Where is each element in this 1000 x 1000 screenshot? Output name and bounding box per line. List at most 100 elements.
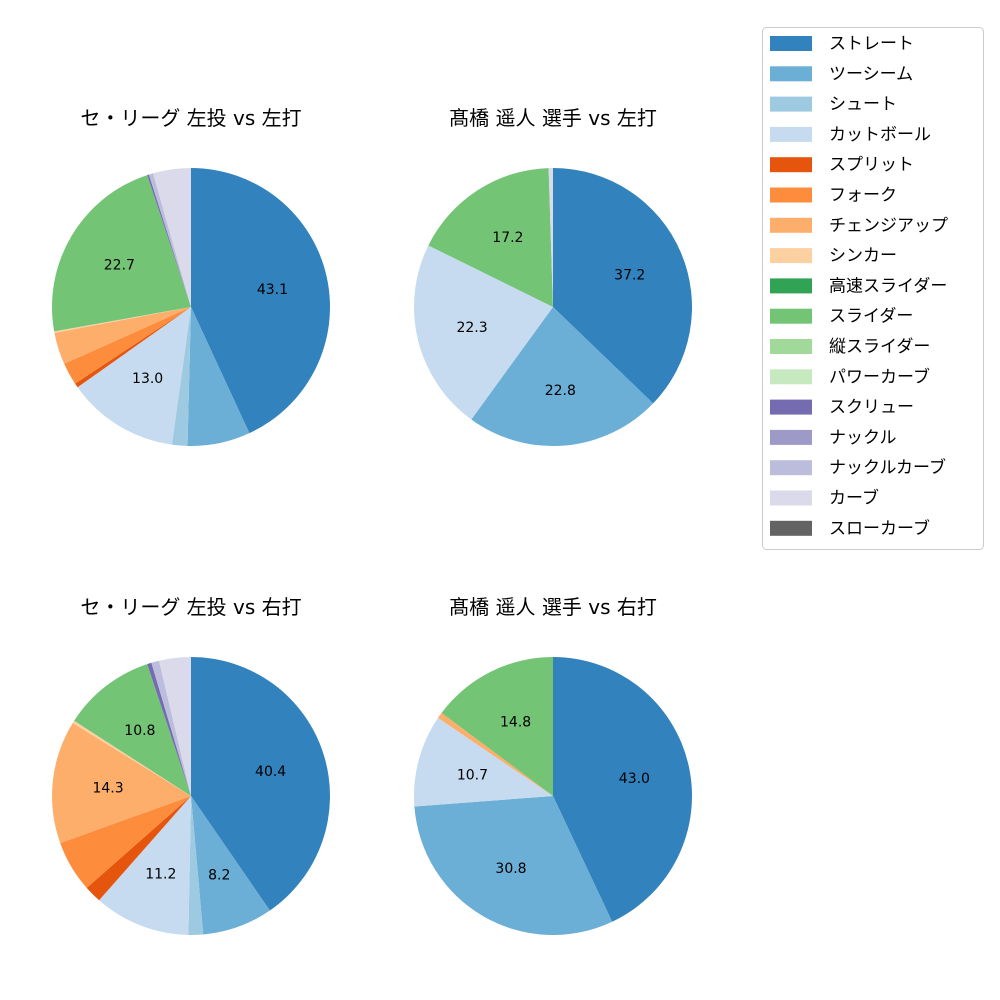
- legend-item: チェンジアップ: [770, 216, 948, 236]
- pie-slice-カーブ: [153, 168, 191, 307]
- legend-swatch: [770, 157, 812, 173]
- pie-slice-ストレート: [191, 168, 330, 434]
- legend-item: シンカー: [770, 246, 897, 266]
- legend-label: チェンジアップ: [829, 216, 948, 236]
- legend-swatch: [770, 36, 812, 51]
- slice-label: 8.2: [208, 867, 230, 883]
- legend-item: フォーク: [770, 186, 897, 206]
- legend-swatch: [770, 429, 812, 445]
- legend-item: 縦スライダー: [770, 337, 930, 357]
- legend-item: カットボール: [770, 125, 931, 145]
- pie-slice-カーブ: [158, 657, 191, 796]
- pie-slice-スプリット: [75, 307, 191, 388]
- pie-slice-カットボール: [77, 307, 191, 445]
- pie-slice-ツーシーム: [187, 307, 250, 447]
- pie-slice-スライダー: [441, 657, 553, 796]
- legend-item: ナックルカーブ: [770, 457, 946, 478]
- slice-label: 40.4: [255, 764, 286, 780]
- legend-item: スクリュー: [770, 398, 914, 418]
- pie-slice-ストレート: [191, 657, 330, 911]
- legend-item: ストレート: [770, 34, 914, 54]
- slice-label: 11.2: [145, 867, 176, 883]
- slice-label: 43.1: [257, 282, 288, 298]
- pie-title: 髙橋 遥人 選手 vs 左打: [449, 106, 657, 130]
- pie-slice-シンカー: [54, 307, 192, 334]
- legend-label: ナックル: [829, 428, 897, 448]
- pie-slice-チェンジアップ: [54, 307, 192, 364]
- legend-frame: [762, 27, 984, 550]
- pie-slice-ツーシーム: [191, 796, 270, 935]
- pie-slice-ナックルカーブ: [151, 660, 191, 796]
- slice-label: 13.0: [132, 371, 163, 387]
- legend-label: カーブ: [829, 488, 879, 509]
- pie-slice-スクリュー: [147, 174, 191, 307]
- legend-swatch: [770, 369, 812, 385]
- pie-chart-3: セ・リーグ 左投 vs 右打 40.4 8.2 11.2 14.3 10.8: [52, 595, 330, 935]
- pie-chart-2: 髙橋 遥人 選手 vs 左打 37.2 22.8 22.3 17.2: [414, 106, 692, 446]
- legend-item: ナックル: [770, 428, 897, 448]
- legend-label: スプリット: [829, 155, 914, 175]
- pie-slice-スライダー: [74, 664, 191, 796]
- legend-item: スライダー: [770, 307, 913, 327]
- legend-swatch: [770, 460, 812, 476]
- pie-slice-スプリット: [86, 796, 191, 901]
- pie-slice-ツーシーム: [414, 796, 613, 935]
- legend-label: ストレート: [829, 34, 914, 54]
- slice-label: 14.3: [92, 780, 123, 796]
- legend-label: スローカーブ: [829, 518, 930, 539]
- pie-title: 髙橋 遥人 選手 vs 右打: [449, 595, 657, 619]
- legend-label: シュート: [829, 95, 897, 115]
- legend-label: パワーカーブ: [829, 366, 930, 387]
- pie-slice-ストレート: [553, 657, 693, 922]
- pie-slice-カーブ: [548, 168, 553, 307]
- legend-label: ナックルカーブ: [829, 457, 946, 478]
- legend-label: 縦スライダー: [829, 337, 930, 357]
- pie-chart-1: セ・リーグ 左投 vs 左打 43.1 13.0 22.7: [52, 106, 330, 447]
- slice-label: 22.7: [104, 257, 135, 273]
- legend-item: カーブ: [770, 488, 879, 509]
- pie-slice-カットボール: [99, 796, 191, 935]
- pie-slice-ストレート: [553, 168, 692, 404]
- legend-swatch: [770, 339, 812, 354]
- legend-label: カットボール: [829, 125, 931, 145]
- pie-slice-ナックルカーブ: [148, 173, 191, 307]
- legend-label: シンカー: [829, 246, 897, 266]
- slice-label: 14.8: [500, 714, 531, 730]
- pie-slice-スライダー: [52, 175, 191, 332]
- pie-title: セ・リーグ 左投 vs 右打: [80, 595, 301, 619]
- slice-label: 10.7: [457, 767, 488, 783]
- legend-swatch: [770, 126, 812, 142]
- slice-label: 43.0: [619, 771, 650, 787]
- slice-label: 10.8: [124, 723, 155, 739]
- legend-swatch: [770, 520, 812, 536]
- legend-swatch: [770, 308, 812, 324]
- pie-slice-チェンジアップ: [52, 723, 191, 844]
- legend-item: スローカーブ: [770, 518, 930, 539]
- legend-item: シュート: [770, 95, 897, 115]
- slice-label: 22.8: [545, 383, 576, 399]
- pie-slice-チェンジアップ: [438, 712, 553, 796]
- legend-swatch: [770, 187, 812, 203]
- pie-slice-スクリュー: [147, 662, 191, 796]
- pie-slice-シュート: [171, 307, 191, 446]
- legend: ストレートツーシームシュートカットボールスプリットフォークチェンジアップシンカー…: [762, 27, 984, 550]
- legend-swatch: [770, 96, 812, 112]
- legend-item: ツーシーム: [770, 64, 913, 84]
- slice-label: 37.2: [614, 267, 645, 283]
- slice-label: 22.3: [456, 320, 487, 336]
- pie-slice-シンカー: [72, 720, 191, 796]
- legend-item: スプリット: [770, 155, 914, 175]
- legend-label: スクリュー: [829, 398, 914, 418]
- legend-item: パワーカーブ: [770, 366, 930, 387]
- pie-slice-スライダー: [428, 168, 553, 307]
- legend-label: 高速スライダー: [829, 276, 947, 296]
- legend-label: フォーク: [829, 186, 897, 206]
- legend-label: スライダー: [829, 307, 913, 327]
- legend-swatch: [770, 66, 812, 82]
- pie-slice-ツーシーム: [471, 307, 654, 446]
- pie-slice-フォーク: [64, 307, 191, 384]
- legend-swatch: [770, 399, 812, 415]
- pie-slice-シュート: [188, 796, 204, 935]
- pie-slice-カットボール: [414, 717, 553, 807]
